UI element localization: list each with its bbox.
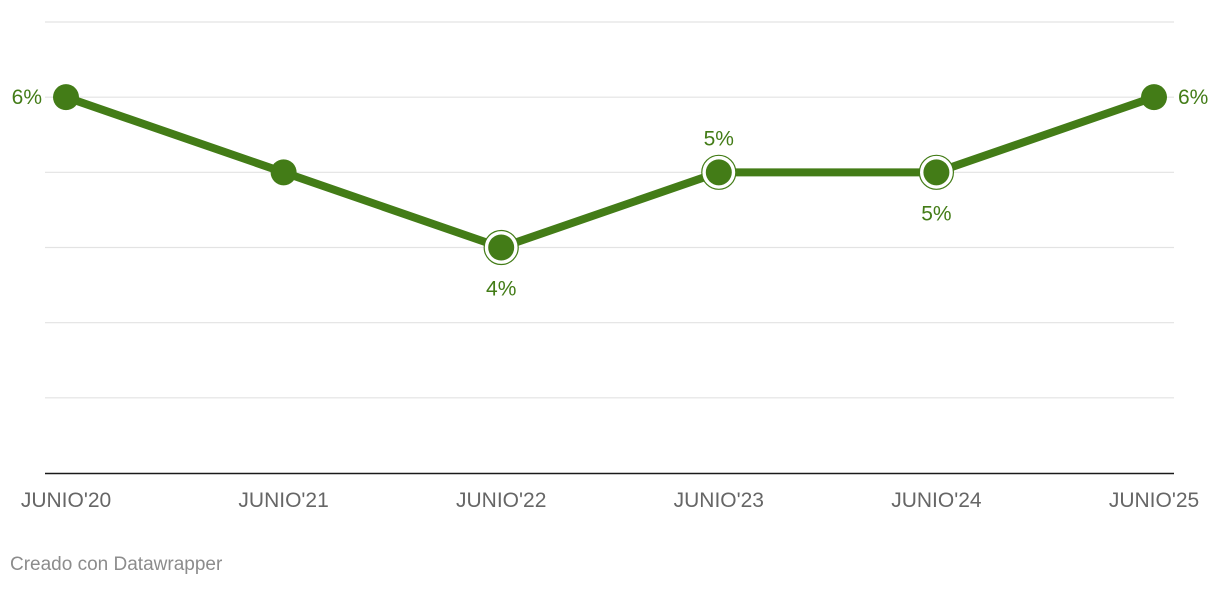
credit-text: Creado con Datawrapper	[10, 554, 223, 575]
data-point-0	[53, 84, 79, 111]
series-line	[62, 93, 1158, 252]
x-tick-label-5: JUNIO'25	[1109, 489, 1199, 512]
line-chart: JUNIO'20 JUNIO'21 JUNIO'22 JUNIO'23 JUNIO'24…	[12, 21, 1209, 512]
data-label-5: 6%	[1178, 86, 1208, 109]
data-point-2	[488, 234, 515, 261]
data-point-5	[1141, 84, 1167, 111]
data-labels: 6% 4% 5% 5% 6%	[12, 86, 1209, 300]
x-tick-label-1: JUNIO'21	[238, 489, 328, 512]
data-point-3	[705, 159, 732, 186]
gridlines	[45, 21, 1174, 399]
data-point-1	[270, 159, 297, 186]
x-tick-label-0: JUNIO'20	[21, 489, 111, 512]
data-label-4: 5%	[921, 202, 951, 225]
x-tick-label-4: JUNIO'24	[891, 489, 982, 512]
x-tick-label-3: JUNIO'23	[674, 489, 764, 512]
series-group	[53, 84, 1167, 266]
data-label-3: 5%	[704, 127, 734, 150]
x-tick-label-2: JUNIO'22	[456, 489, 546, 512]
x-tick-labels: JUNIO'20 JUNIO'21 JUNIO'22 JUNIO'23 JUNIO'24…	[21, 489, 1199, 512]
data-label-2: 4%	[486, 278, 516, 301]
data-point-4	[923, 159, 950, 186]
data-label-0: 6%	[12, 86, 42, 109]
